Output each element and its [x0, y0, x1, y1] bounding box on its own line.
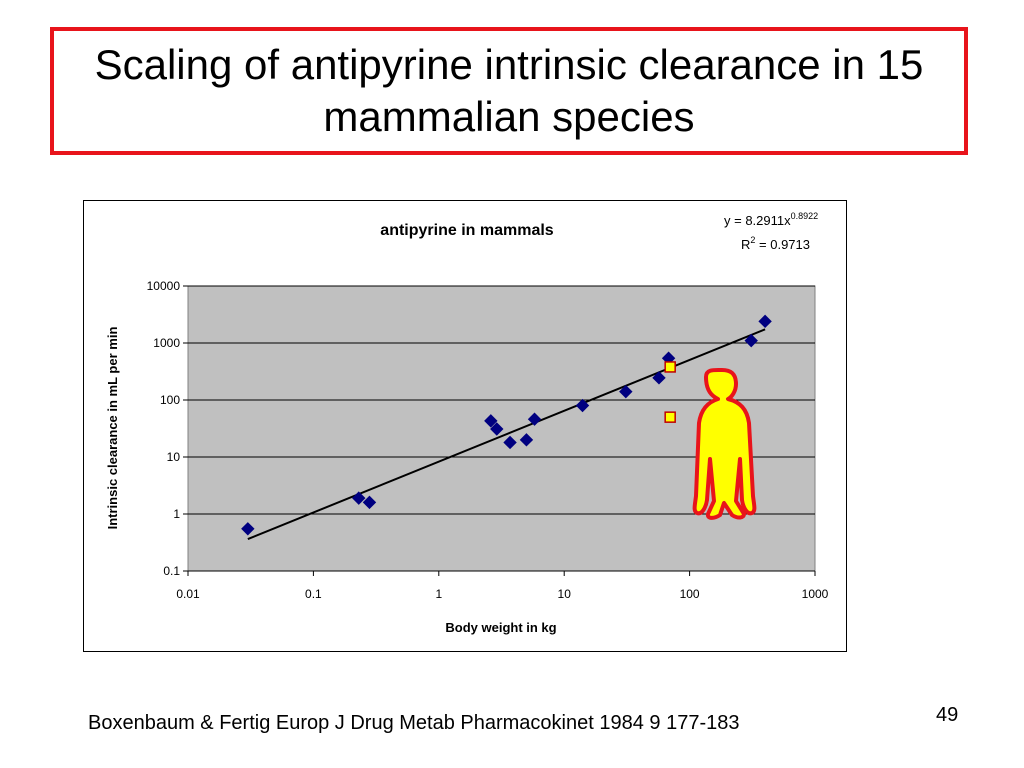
data-point-diamond	[744, 333, 758, 348]
data-point-diamond	[362, 495, 377, 510]
chart-title: antipyrine in mammals	[380, 222, 553, 239]
y-tick-label: 1000	[153, 336, 180, 350]
x-tick-label: 1	[435, 587, 442, 601]
data-point-diamond	[490, 422, 504, 436]
data-point-diamond	[652, 371, 666, 385]
r2-suffix: = 0.9713	[755, 237, 810, 252]
y-tick-label: 0.1	[163, 564, 180, 578]
data-point-square	[664, 411, 676, 423]
data-point-diamond	[758, 314, 772, 329]
data-points	[241, 314, 772, 536]
x-tick-label: 0.1	[305, 587, 322, 601]
antipyrine-chart: antipyrine in mammals y = 8.2911x0.8922 …	[105, 211, 829, 635]
y-tick-label: 10	[167, 450, 181, 464]
r2-exponent: 2	[750, 235, 755, 245]
citation: Boxenbaum & Fertig Europ J Drug Metab Ph…	[88, 712, 740, 734]
data-point-square	[664, 361, 676, 373]
data-point-diamond	[352, 491, 366, 505]
trendline-layer	[247, 328, 766, 541]
data-point-diamond	[575, 398, 590, 413]
trendline	[247, 328, 766, 541]
r2-prefix: R	[741, 237, 750, 252]
slide-title-box: Scaling of antipyrine intrinsic clearanc…	[50, 27, 968, 155]
y-tick-label: 1	[173, 507, 180, 521]
data-point-diamond	[503, 435, 517, 450]
data-point-diamond	[619, 384, 633, 399]
r-squared-label: R2 = 0.9713	[741, 235, 810, 252]
x-tick-label: 100	[680, 587, 700, 601]
y-axis-label: Intrinsic clearance in mL per min	[105, 327, 120, 530]
data-point-diamond	[519, 433, 534, 447]
chart-frame: antipyrine in mammals y = 8.2911x0.8922 …	[83, 200, 847, 652]
data-point-diamond	[241, 522, 255, 536]
slide-title: Scaling of antipyrine intrinsic clearanc…	[94, 41, 924, 140]
equation-exponent: 0.8922	[791, 211, 819, 221]
x-axis-label: Body weight in kg	[445, 620, 556, 635]
data-point-diamond	[527, 412, 542, 426]
data-point-diamond	[484, 414, 498, 428]
x-tick-label: 1000	[802, 587, 829, 601]
trendline-equation: y = 8.2911x0.8922	[724, 211, 818, 228]
y-tick-label: 10000	[147, 279, 181, 293]
equation-prefix: y = 8.2911x	[724, 213, 791, 228]
axes: 0.1 1 10 100 1000 10000 0.01 0.1 1 10 100 1000	[147, 279, 829, 601]
x-tick-label: 0.01	[176, 587, 200, 601]
x-tick-label: 10	[558, 587, 572, 601]
human-figure-icon	[692, 367, 757, 520]
page-number: 49	[936, 704, 959, 726]
y-tick-label: 100	[160, 393, 180, 407]
